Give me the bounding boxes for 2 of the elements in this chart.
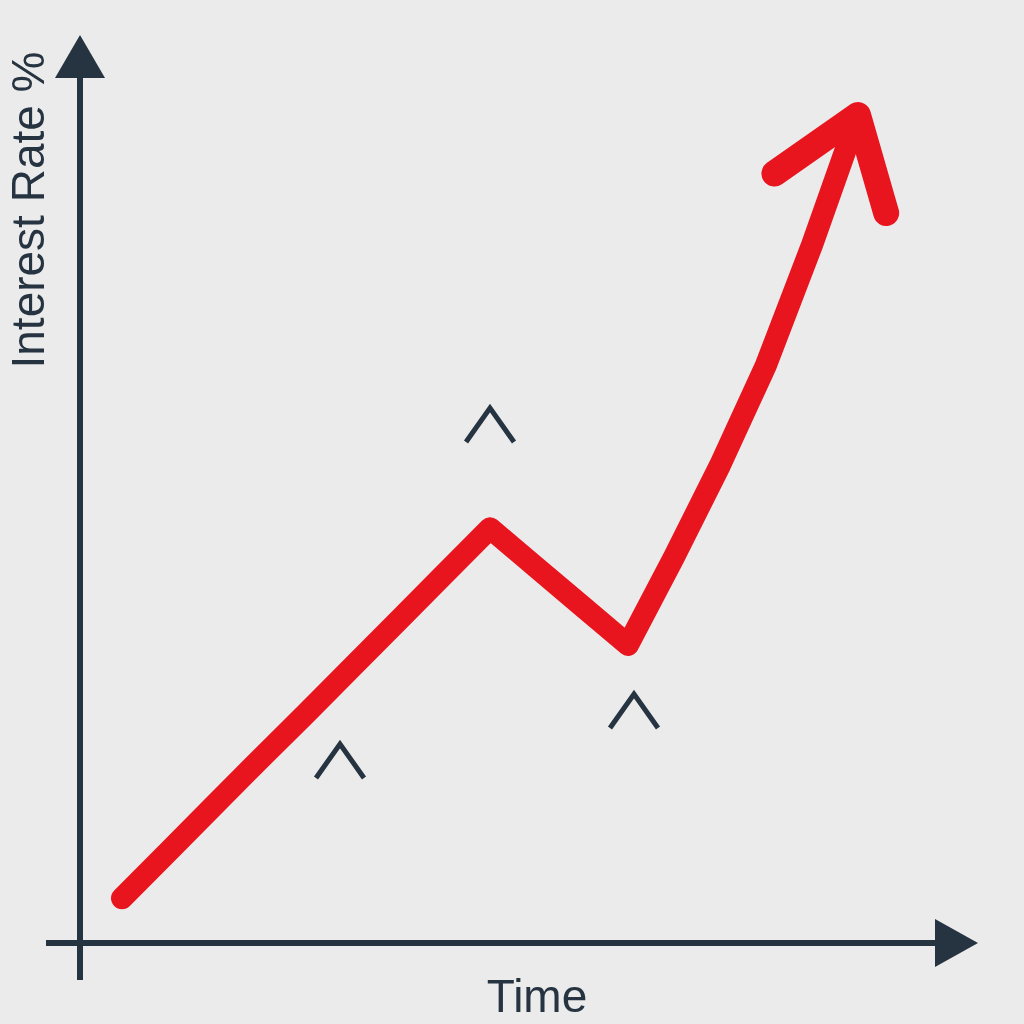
y-axis-title: Interest Rate % — [2, 51, 54, 369]
x-axis-title: Time — [486, 970, 588, 1022]
